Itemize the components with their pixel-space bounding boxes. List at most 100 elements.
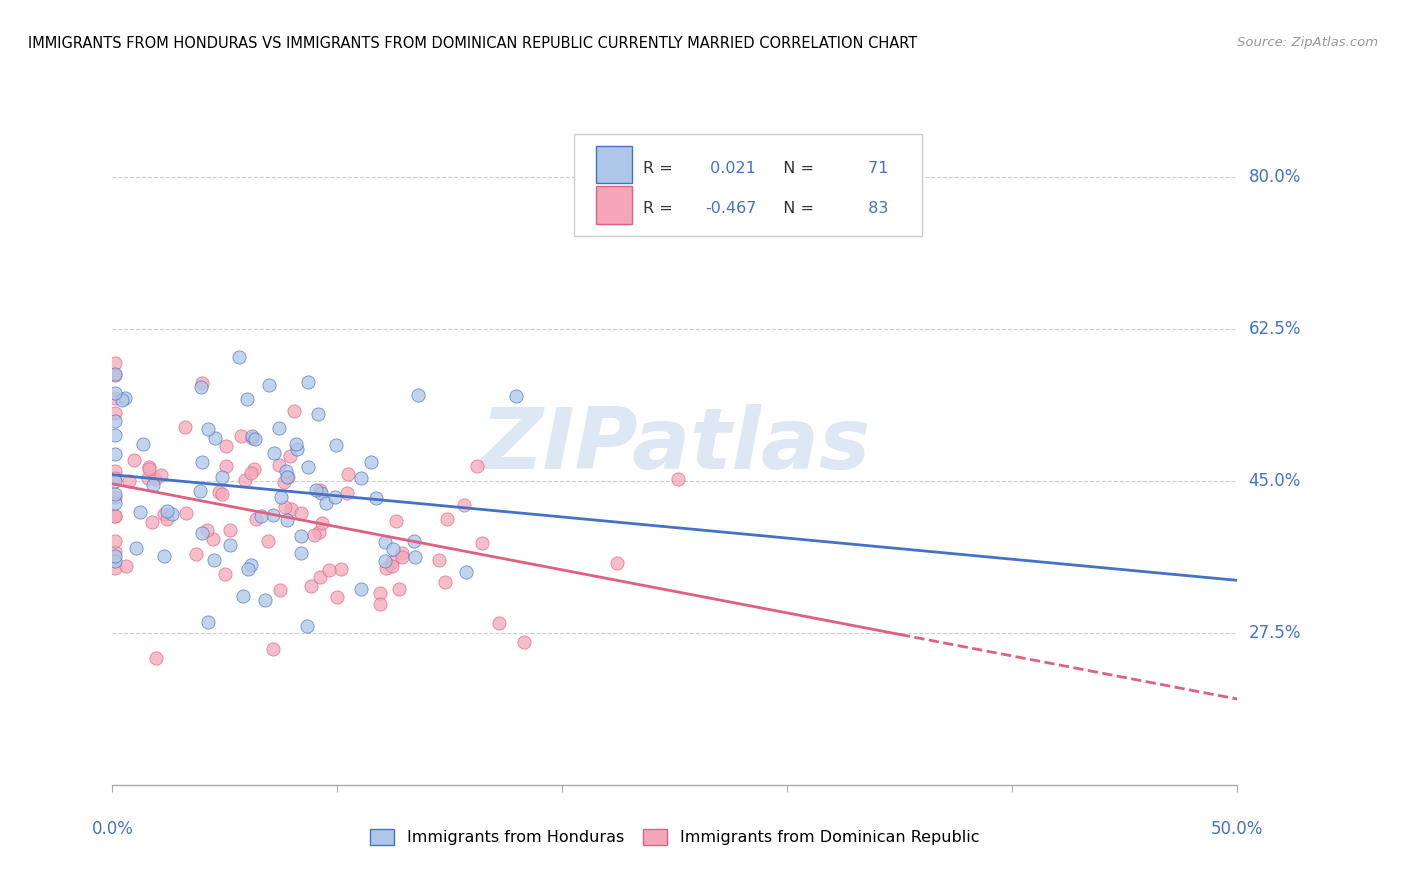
Point xyxy=(280,502,302,516)
Point xyxy=(214,566,236,581)
Point xyxy=(308,525,330,540)
Point xyxy=(391,545,413,559)
Point xyxy=(505,389,527,403)
Point xyxy=(381,558,404,573)
Point xyxy=(156,512,179,526)
Point xyxy=(404,549,426,564)
Point xyxy=(406,388,429,402)
FancyBboxPatch shape xyxy=(596,186,633,224)
Legend: Immigrants from Honduras, Immigrants from Dominican Republic: Immigrants from Honduras, Immigrants fro… xyxy=(364,822,986,852)
Point xyxy=(138,462,160,476)
Point xyxy=(285,442,308,456)
Point xyxy=(129,505,152,519)
Point xyxy=(284,437,307,451)
Point xyxy=(311,516,333,531)
Point xyxy=(104,508,127,523)
Point xyxy=(257,378,280,392)
Point xyxy=(240,558,263,572)
Point xyxy=(156,503,179,517)
Point xyxy=(214,440,236,454)
Point xyxy=(513,634,536,648)
Text: R =: R = xyxy=(644,202,678,216)
Point xyxy=(245,512,267,526)
Point xyxy=(104,406,127,420)
Point xyxy=(118,474,141,488)
Point xyxy=(104,474,127,488)
Point xyxy=(201,533,224,547)
Point xyxy=(104,487,127,501)
Point xyxy=(228,350,250,364)
Point xyxy=(270,490,292,504)
Point xyxy=(308,483,330,497)
Point xyxy=(104,368,127,382)
Text: 0.0%: 0.0% xyxy=(91,820,134,838)
Point xyxy=(160,507,183,521)
Point xyxy=(104,414,127,428)
Point xyxy=(325,491,347,505)
Point xyxy=(125,541,148,555)
Point xyxy=(104,549,127,563)
Point xyxy=(115,559,138,574)
Point xyxy=(391,549,413,564)
Point xyxy=(384,514,406,528)
Point xyxy=(368,586,391,600)
Point xyxy=(381,542,404,557)
Point xyxy=(235,392,257,406)
Point xyxy=(427,553,450,567)
Point xyxy=(315,496,337,510)
Point xyxy=(276,470,298,484)
Point xyxy=(188,484,211,499)
Point xyxy=(307,407,329,421)
Point xyxy=(104,508,127,523)
Point xyxy=(374,535,396,549)
Point xyxy=(267,421,290,435)
Point xyxy=(465,459,488,474)
Point xyxy=(336,486,359,500)
Point xyxy=(104,471,127,485)
Point xyxy=(111,392,134,407)
Text: R =: R = xyxy=(644,161,678,176)
Point xyxy=(215,459,238,474)
Point xyxy=(297,459,319,474)
Point xyxy=(374,561,396,575)
Point xyxy=(263,446,285,460)
Point xyxy=(299,579,322,593)
Point xyxy=(368,597,391,611)
Point xyxy=(274,500,297,515)
Point xyxy=(202,552,225,566)
Point xyxy=(114,391,136,405)
Point xyxy=(381,555,404,569)
Point xyxy=(276,513,298,527)
Text: 50.0%: 50.0% xyxy=(1211,820,1264,838)
Point xyxy=(104,427,127,442)
Point xyxy=(436,512,458,526)
Text: Source: ZipAtlas.com: Source: ZipAtlas.com xyxy=(1237,36,1378,49)
Point xyxy=(304,483,326,497)
Point xyxy=(233,473,256,487)
Point xyxy=(122,452,145,467)
Point xyxy=(204,431,226,445)
Point xyxy=(453,498,475,512)
Point xyxy=(229,429,252,443)
Text: 71: 71 xyxy=(863,161,889,176)
Point xyxy=(330,562,353,576)
Point xyxy=(250,508,273,523)
Point xyxy=(283,404,305,418)
Point xyxy=(277,469,299,483)
Point xyxy=(290,529,312,543)
Text: N =: N = xyxy=(773,202,818,216)
Point xyxy=(471,536,494,550)
Point xyxy=(104,533,127,548)
Point xyxy=(208,485,231,500)
Point xyxy=(138,460,160,475)
Point xyxy=(153,549,176,563)
Point xyxy=(142,478,165,492)
Point xyxy=(364,491,387,505)
Text: 83: 83 xyxy=(863,202,889,216)
Point xyxy=(104,490,127,504)
FancyBboxPatch shape xyxy=(596,145,633,183)
Point xyxy=(191,525,214,540)
Point xyxy=(325,438,347,452)
Point xyxy=(257,534,280,549)
Point xyxy=(318,563,340,577)
